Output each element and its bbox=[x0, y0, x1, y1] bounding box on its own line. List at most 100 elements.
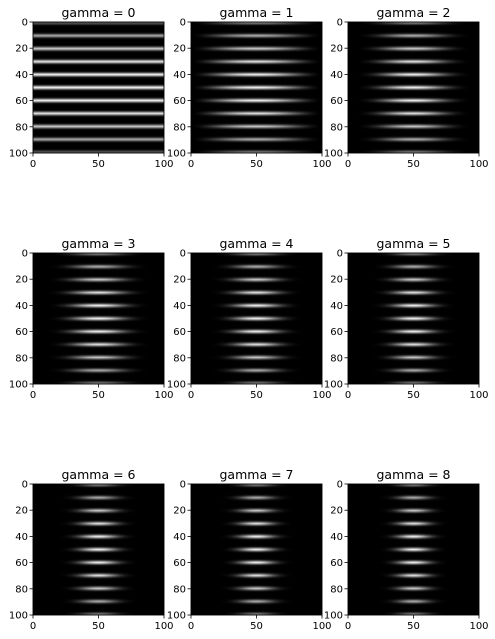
x-tick-label: 50 bbox=[407, 159, 420, 170]
y-tick-label: 40 bbox=[15, 532, 28, 543]
x-tick-label: 100 bbox=[469, 390, 488, 401]
x-tick-label: 100 bbox=[154, 390, 173, 401]
heatmap-image bbox=[191, 484, 322, 615]
heatmap-image bbox=[33, 253, 164, 384]
y-tick-label: 20 bbox=[173, 506, 186, 517]
subplot-title: gamma = 5 bbox=[377, 236, 451, 251]
x-tick-label: 0 bbox=[345, 621, 351, 632]
x-tick-label: 50 bbox=[250, 621, 263, 632]
y-tick-label: 100 bbox=[324, 149, 343, 160]
y-tick-label: 40 bbox=[173, 532, 186, 543]
y-tick-label: 60 bbox=[15, 558, 28, 569]
x-tick-label: 50 bbox=[92, 159, 105, 170]
x-tick-label: 0 bbox=[188, 621, 194, 632]
x-tick-label: 100 bbox=[154, 621, 173, 632]
y-tick-label: 100 bbox=[9, 149, 28, 160]
y-tick-label: 60 bbox=[173, 558, 186, 569]
x-tick-label: 50 bbox=[407, 621, 420, 632]
y-tick-label: 40 bbox=[15, 301, 28, 312]
y-tick-label: 100 bbox=[167, 149, 186, 160]
y-tick-label: 20 bbox=[330, 275, 343, 286]
y-tick-label: 80 bbox=[330, 584, 343, 595]
x-tick-label: 50 bbox=[250, 390, 263, 401]
x-tick-label: 100 bbox=[154, 159, 173, 170]
y-tick-label: 60 bbox=[173, 96, 186, 107]
y-tick-label: 20 bbox=[173, 44, 186, 55]
x-tick-label: 0 bbox=[188, 159, 194, 170]
x-tick-label: 50 bbox=[407, 390, 420, 401]
y-tick-label: 80 bbox=[15, 353, 28, 364]
x-tick-label: 0 bbox=[188, 390, 194, 401]
y-tick-label: 0 bbox=[22, 480, 28, 491]
heatmap-image bbox=[33, 484, 164, 615]
y-tick-label: 100 bbox=[9, 611, 28, 622]
y-tick-label: 60 bbox=[330, 327, 343, 338]
subplot-title: gamma = 8 bbox=[377, 467, 451, 482]
x-tick-label: 50 bbox=[92, 390, 105, 401]
y-tick-label: 40 bbox=[330, 70, 343, 81]
x-tick-label: 0 bbox=[345, 390, 351, 401]
subplot-title: gamma = 7 bbox=[220, 467, 294, 482]
y-tick-label: 60 bbox=[330, 558, 343, 569]
heatmap-image bbox=[348, 253, 479, 384]
heatmap-image bbox=[33, 22, 164, 153]
y-tick-label: 60 bbox=[15, 327, 28, 338]
y-tick-label: 40 bbox=[330, 532, 343, 543]
subplot-title: gamma = 3 bbox=[62, 236, 136, 251]
heatmap-image bbox=[348, 484, 479, 615]
y-tick-label: 40 bbox=[173, 70, 186, 81]
y-tick-label: 80 bbox=[173, 584, 186, 595]
y-tick-label: 80 bbox=[15, 122, 28, 133]
y-tick-label: 20 bbox=[15, 506, 28, 517]
y-tick-label: 60 bbox=[173, 327, 186, 338]
y-tick-label: 0 bbox=[337, 249, 343, 260]
y-tick-label: 60 bbox=[15, 96, 28, 107]
x-tick-label: 50 bbox=[250, 159, 263, 170]
y-tick-label: 0 bbox=[337, 480, 343, 491]
y-tick-label: 80 bbox=[330, 353, 343, 364]
y-tick-label: 40 bbox=[330, 301, 343, 312]
x-tick-label: 100 bbox=[312, 159, 331, 170]
y-tick-label: 0 bbox=[22, 249, 28, 260]
y-tick-label: 20 bbox=[330, 44, 343, 55]
subplot-title: gamma = 1 bbox=[220, 5, 294, 20]
y-tick-label: 100 bbox=[9, 380, 28, 391]
y-tick-label: 80 bbox=[173, 122, 186, 133]
y-tick-label: 80 bbox=[330, 122, 343, 133]
heatmap-image bbox=[191, 22, 322, 153]
x-tick-label: 0 bbox=[30, 621, 36, 632]
y-tick-label: 20 bbox=[15, 275, 28, 286]
y-tick-label: 80 bbox=[173, 353, 186, 364]
heatmap-image bbox=[191, 253, 322, 384]
subplot-title: gamma = 0 bbox=[62, 5, 136, 20]
x-tick-label: 0 bbox=[30, 159, 36, 170]
x-tick-label: 0 bbox=[345, 159, 351, 170]
y-tick-label: 80 bbox=[15, 584, 28, 595]
y-tick-label: 0 bbox=[337, 18, 343, 29]
y-tick-label: 0 bbox=[180, 480, 186, 491]
x-tick-label: 100 bbox=[312, 621, 331, 632]
y-tick-label: 20 bbox=[330, 506, 343, 517]
y-tick-label: 100 bbox=[324, 611, 343, 622]
y-tick-label: 40 bbox=[15, 70, 28, 81]
heatmap-image bbox=[348, 22, 479, 153]
y-tick-label: 60 bbox=[330, 96, 343, 107]
y-tick-label: 20 bbox=[173, 275, 186, 286]
y-tick-label: 20 bbox=[15, 44, 28, 55]
subplot-title: gamma = 6 bbox=[62, 467, 136, 482]
x-tick-label: 100 bbox=[469, 159, 488, 170]
y-tick-label: 0 bbox=[180, 249, 186, 260]
y-tick-label: 0 bbox=[180, 18, 186, 29]
subplot-title: gamma = 2 bbox=[377, 5, 451, 20]
y-tick-label: 100 bbox=[167, 611, 186, 622]
subplot-title: gamma = 4 bbox=[220, 236, 294, 251]
